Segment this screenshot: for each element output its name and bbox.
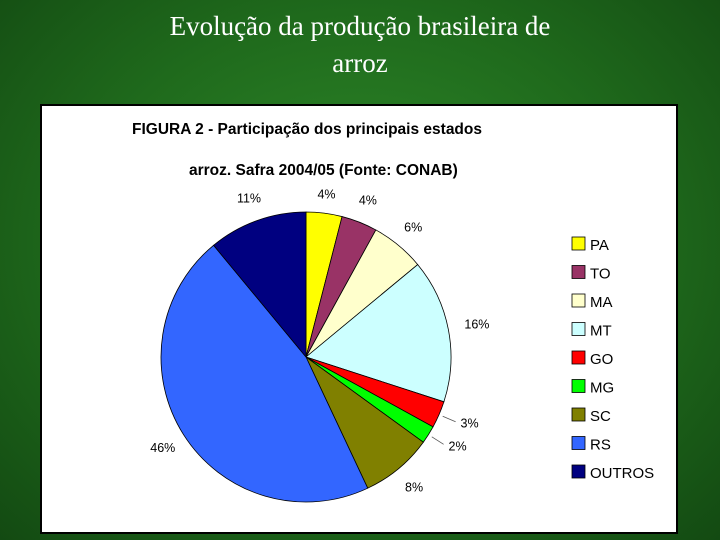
legend-label-outros: OUTROS <box>590 465 654 482</box>
legend-swatch-to <box>571 265 586 279</box>
chart-legend: PA TO MA MT GO MG SC RS OUTROS <box>571 236 654 482</box>
legend-swatch-rs <box>571 436 586 450</box>
legend-label-pa: PA <box>590 237 609 254</box>
legend-label-ma: MA <box>590 294 613 311</box>
legend-swatch-sc <box>571 407 586 422</box>
legend-label-mg: MG <box>590 380 614 397</box>
leader-line-mg <box>431 436 444 445</box>
legend-swatch-mt <box>571 322 586 336</box>
legend-swatch-outros <box>571 464 586 479</box>
pie-slice-rs <box>160 244 369 503</box>
figure-title-line1: FIGURA 2 - Participação dos principais e… <box>132 121 482 138</box>
legend-swatch-pa <box>571 236 586 251</box>
legend-label-go: GO <box>590 351 613 368</box>
legend-swatch-go <box>571 350 586 365</box>
pct-label-mg: 2% <box>449 439 467 453</box>
pie-chart: FIGURA 2 - Participação dos principais e… <box>132 121 654 503</box>
legend-swatch-ma <box>571 293 586 308</box>
figure-title-line2: arroz. Safra 2004/05 (Fonte: CONAB) <box>189 162 458 179</box>
legend-label-sc: SC <box>590 408 611 425</box>
pie-labels: 4% 4% 6% 16% 3% 2% 8% 46% 11% <box>150 187 489 494</box>
legend-label-rs: RS <box>590 437 611 454</box>
chart-panel: FIGURA 2 - Participação dos principais e… <box>40 104 678 534</box>
pct-label-ma: 6% <box>404 220 422 234</box>
pct-label-mt: 16% <box>464 317 489 331</box>
legend-label-mt: MT <box>590 323 612 340</box>
pie-slice-outros <box>213 211 307 359</box>
pct-label-go: 3% <box>461 417 479 431</box>
pct-label-rs: 46% <box>150 441 175 455</box>
pct-label-to: 4% <box>359 194 377 208</box>
slide-title: Evolução da produção brasileira de arroz <box>169 11 551 78</box>
title-cutoff-mask <box>138 140 268 148</box>
pct-label-sc: 8% <box>405 481 423 495</box>
legend-label-to: TO <box>590 266 611 283</box>
pie-slices <box>160 211 452 503</box>
pct-label-pa: 4% <box>317 187 335 201</box>
pct-label-outros: 11% <box>237 192 261 206</box>
legend-swatch-mg <box>571 379 586 393</box>
pie-slice-mt <box>305 264 452 403</box>
leader-line-go <box>442 415 456 423</box>
